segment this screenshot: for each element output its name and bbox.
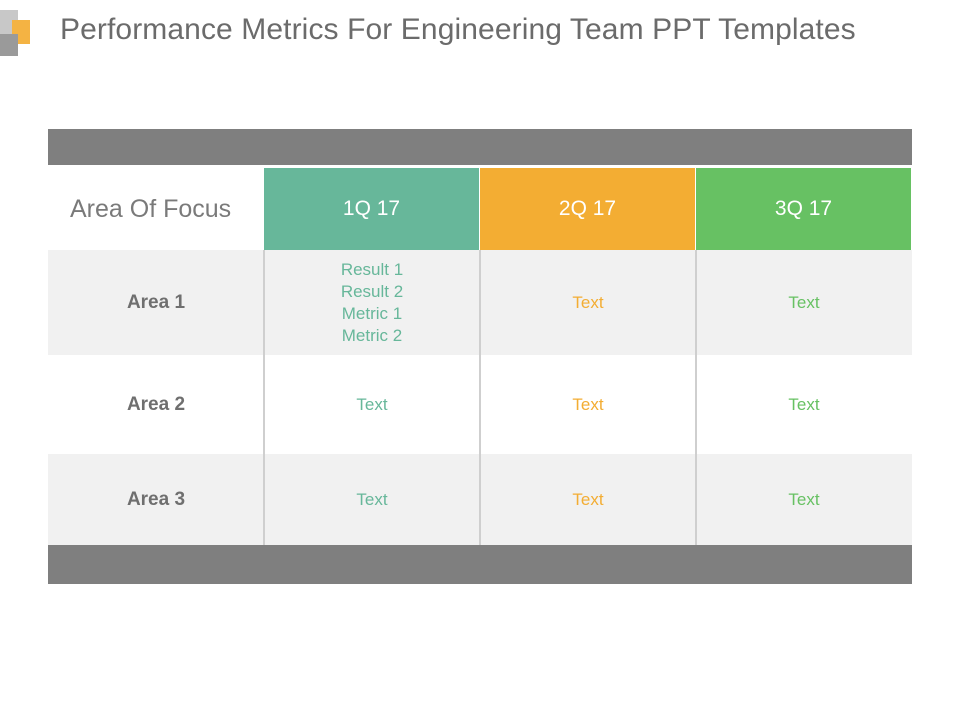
- area-label-3: Area 3: [126, 488, 186, 510]
- column-divider: [479, 250, 481, 545]
- area-of-focus-header: Area Of Focus: [48, 168, 264, 250]
- table-cell-r2-q2: Text: [480, 355, 696, 454]
- slide-title: Performance Metrics For Engineering Team…: [60, 13, 856, 46]
- quarter-header-1: 1Q 17: [264, 168, 479, 250]
- table-cell-r3-q2: Text: [480, 454, 696, 545]
- column-divider: [695, 250, 697, 545]
- quarter-header-2: 2Q 17: [480, 168, 695, 250]
- table-cell-r1-q3: Text: [696, 250, 912, 355]
- table-bottom-bar: [48, 545, 912, 584]
- cell-line: Text: [356, 489, 388, 509]
- table-cell-r3-q3: Text: [696, 454, 912, 545]
- cell-line: Text: [788, 292, 820, 312]
- area-label-1: Area 1: [126, 291, 186, 313]
- table-cell-r1-q1: Result 1 Result 2 Metric 1 Metric 2: [264, 250, 480, 355]
- cell-line: Result 1: [340, 259, 404, 279]
- table-cell-r2-q1: Text: [264, 355, 480, 454]
- cell-line: Text: [788, 489, 820, 509]
- cell-line: Text: [356, 394, 388, 414]
- cell-line: Text: [572, 489, 604, 509]
- cell-line: Text: [788, 394, 820, 414]
- table-cell-r3-q1: Text: [264, 454, 480, 545]
- area-label-2: Area 2: [126, 393, 186, 415]
- quarter-header-3: 3Q 17: [696, 168, 911, 250]
- metrics-table: Area Of Focus 1Q 17 2Q 17 3Q 17 Area 1 R…: [48, 168, 912, 545]
- logo-square-dark: [0, 34, 18, 56]
- table-cell-r2-q3: Text: [696, 355, 912, 454]
- column-divider: [263, 250, 265, 545]
- logo-squares: [0, 10, 30, 58]
- cell-line: Text: [572, 394, 604, 414]
- cell-line: Metric 2: [341, 325, 403, 345]
- cell-line: Text: [572, 292, 604, 312]
- table-top-bar: [48, 129, 912, 165]
- table-cell-r1-q2: Text: [480, 250, 696, 355]
- cell-line: Metric 1: [341, 303, 403, 323]
- cell-line: Result 2: [340, 281, 404, 301]
